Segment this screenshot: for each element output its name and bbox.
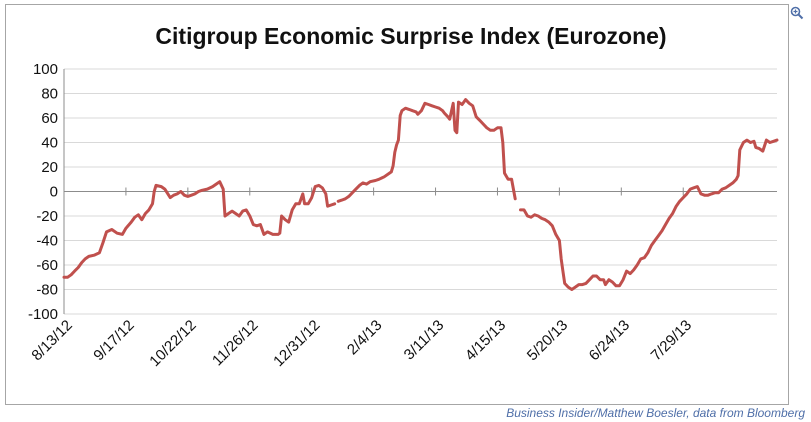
x-tick-label: 9/17/12: [90, 317, 137, 364]
y-tick-label: -20: [36, 208, 58, 225]
series-line: [521, 140, 778, 289]
y-tick-label: -80: [36, 282, 58, 299]
y-tick-labels: 100 80 60 40 20 0 -20 -40 -60 -80 -100: [28, 61, 58, 323]
chart-title: Citigroup Economic Surprise Index (Euroz…: [155, 23, 666, 49]
y-tick-label: 40: [41, 135, 58, 152]
zoom-icon[interactable]: [790, 6, 804, 20]
axis-layer: [64, 69, 777, 314]
x-tick-label: 5/20/13: [524, 317, 571, 364]
x-tick-label: 8/13/12: [28, 317, 75, 364]
y-tick-label: 60: [41, 110, 58, 127]
x-tick-label: 3/11/13: [401, 317, 448, 364]
series-line-layer: [64, 100, 777, 290]
x-tick-label: 6/24/13: [586, 317, 633, 364]
x-tick-label: 2/4/13: [344, 317, 386, 359]
chart-frame: Citigroup Economic Surprise Index (Euroz…: [5, 4, 789, 405]
y-tick-label: 80: [41, 86, 58, 103]
y-tick-label: -40: [36, 233, 58, 250]
chart-canvas: Citigroup Economic Surprise Index (Euroz…: [6, 5, 790, 406]
source-credit: Business Insider/Matthew Boesler, data f…: [506, 406, 805, 420]
x-tick-label: 10/22/12: [146, 317, 199, 370]
series-line: [338, 100, 515, 202]
y-tick-label: 100: [33, 61, 58, 78]
x-tick-label: 4/15/13: [462, 317, 509, 364]
x-tick-label: 7/29/13: [648, 317, 695, 364]
x-tick-label: 11/26/12: [209, 317, 262, 370]
x-tick-label: 12/31/12: [270, 317, 323, 370]
y-tick-label: 0: [50, 184, 58, 201]
series-line: [64, 182, 335, 278]
y-tick-label: -60: [36, 257, 58, 274]
y-tick-label: -100: [28, 306, 58, 323]
y-tick-label: 20: [41, 159, 58, 176]
x-tick-labels: 8/13/12 9/17/12 10/22/12 11/26/12 12/31/12 2/…: [28, 317, 695, 370]
